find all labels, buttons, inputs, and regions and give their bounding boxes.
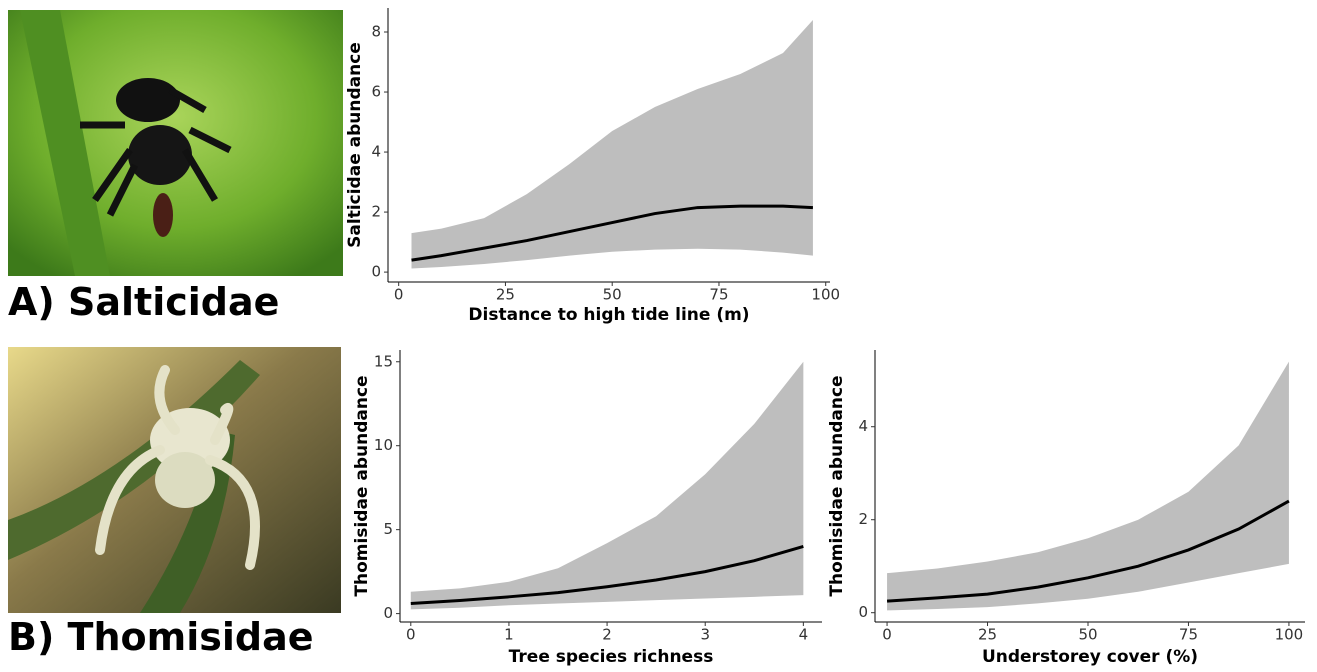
y-tick-label: 15 xyxy=(374,352,393,370)
y-axis-title: Salticidae abundance xyxy=(345,42,365,248)
x-tick-label: 1 xyxy=(504,626,514,644)
confidence-band xyxy=(887,361,1289,611)
x-tick-label: 2 xyxy=(602,626,612,644)
x-axis-title: Distance to high tide line (m) xyxy=(468,305,749,325)
x-tick-label: 3 xyxy=(700,626,710,644)
x-tick-label: 0 xyxy=(882,626,892,644)
y-axis-title: Thomisidae abundance xyxy=(827,375,847,596)
y-tick-label: 5 xyxy=(383,520,393,538)
y-axis-title: Thomisidae abundance xyxy=(352,375,372,596)
x-tick-label: 75 xyxy=(1179,626,1198,644)
confidence-band xyxy=(411,20,813,269)
y-tick-label: 4 xyxy=(371,143,381,161)
photo-thomisidae xyxy=(8,347,341,613)
panel-label: A) Salticidae xyxy=(8,280,279,324)
y-tick-label: 2 xyxy=(858,510,868,528)
y-tick-label: 6 xyxy=(371,83,381,101)
x-tick-label: 4 xyxy=(799,626,809,644)
x-axis-title: Understorey cover (%) xyxy=(982,647,1198,667)
fitted-line xyxy=(410,545,804,606)
x-tick-label: 0 xyxy=(406,626,416,644)
panel-label: B) Thomisidae xyxy=(8,615,314,659)
fitted-line xyxy=(886,499,1290,603)
x-tick-label: 25 xyxy=(978,626,997,644)
y-tick-label: 4 xyxy=(858,417,868,435)
photo-salticidae xyxy=(8,10,343,276)
x-tick-label: 50 xyxy=(1078,626,1097,644)
y-tick-label: 8 xyxy=(371,23,381,41)
y-tick-label: 10 xyxy=(374,436,393,454)
x-tick-label: 0 xyxy=(394,286,404,304)
x-axis-title: Tree species richness xyxy=(509,647,714,667)
x-tick-label: 50 xyxy=(603,286,622,304)
y-tick-label: 0 xyxy=(858,603,868,621)
y-tick-label: 2 xyxy=(371,203,381,221)
x-tick-label: 100 xyxy=(811,286,840,304)
y-tick-label: 0 xyxy=(371,263,381,281)
fitted-line xyxy=(411,204,813,262)
x-tick-label: 75 xyxy=(709,286,728,304)
y-tick-label: 0 xyxy=(383,604,393,622)
x-tick-label: 100 xyxy=(1275,626,1304,644)
confidence-band xyxy=(410,361,804,610)
x-tick-label: 25 xyxy=(496,286,515,304)
